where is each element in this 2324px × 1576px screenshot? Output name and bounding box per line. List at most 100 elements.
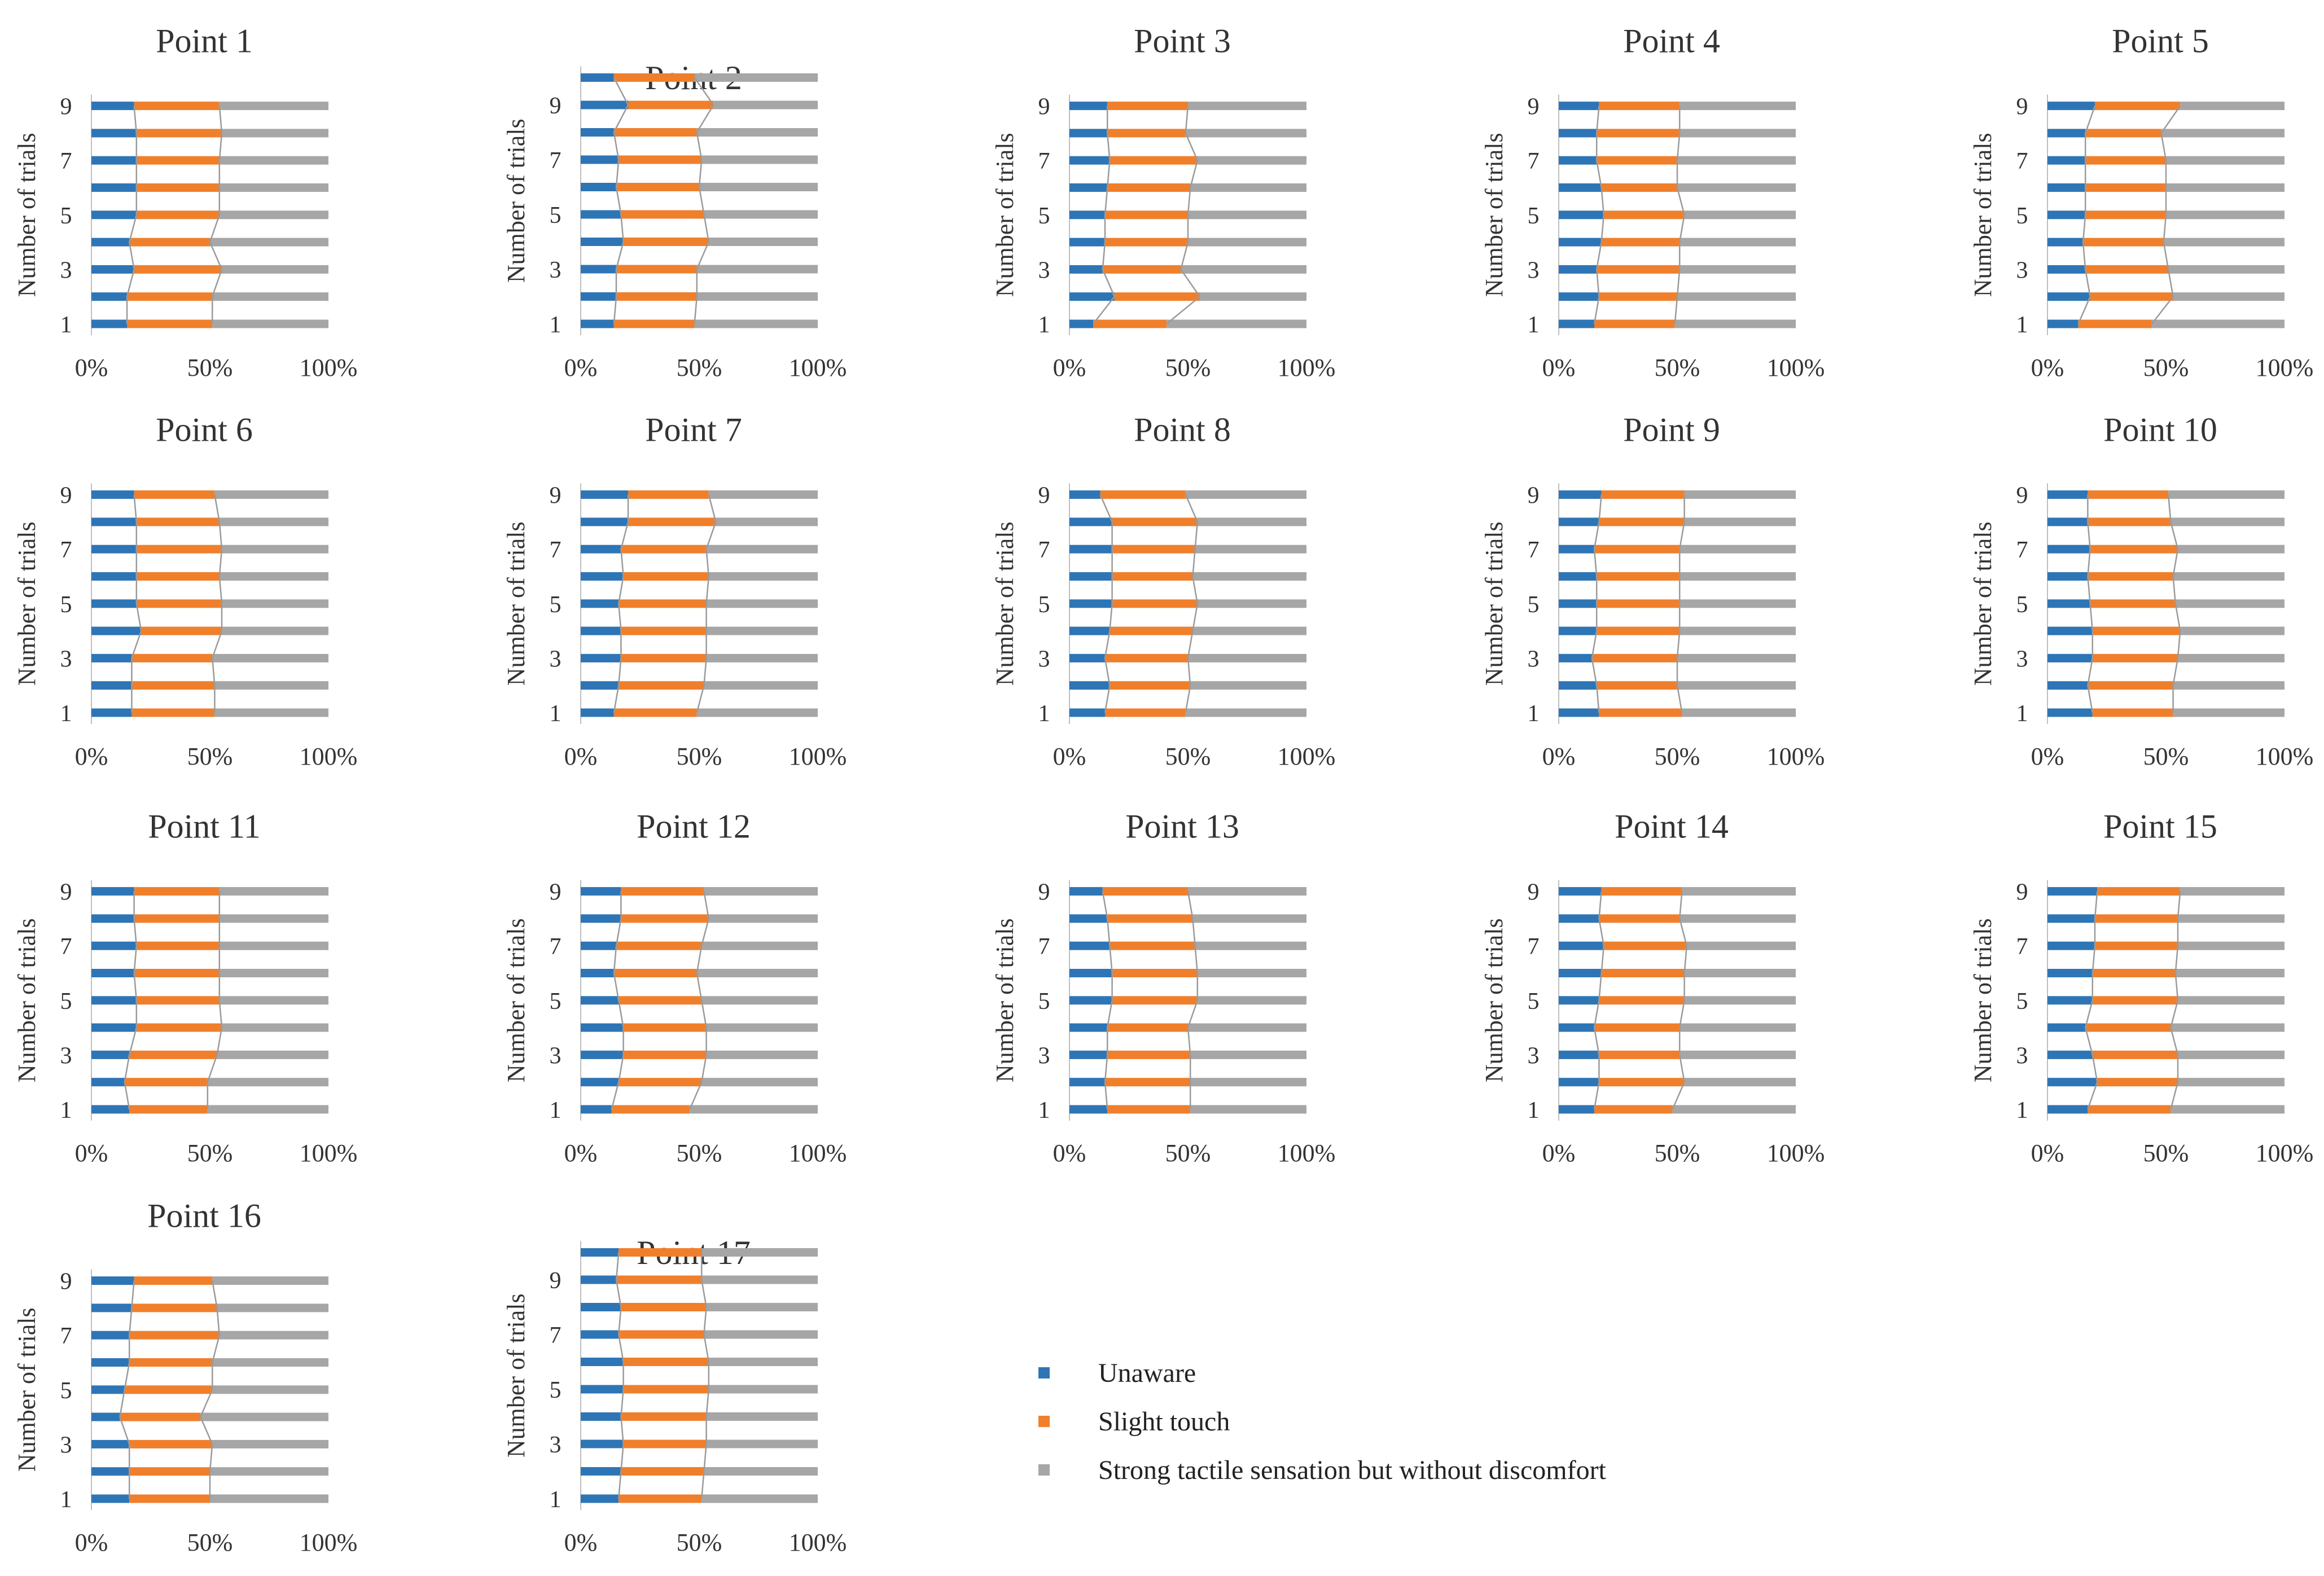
bar-strong: [1677, 292, 1796, 301]
bar-strong: [713, 100, 818, 109]
bar-strong: [210, 1467, 328, 1476]
bar-strong: [2166, 156, 2284, 165]
bar-unaware: [91, 102, 134, 111]
bar-slight-touch: [131, 653, 213, 662]
x-tick-label: 100%: [300, 743, 358, 770]
y-axis-label: Number of trials: [991, 133, 1019, 297]
bar-unaware: [2047, 102, 2095, 111]
bar-strong: [2173, 292, 2284, 301]
y-tick-label: 9: [60, 94, 72, 120]
bar-strong: [1185, 708, 1306, 717]
legend-swatch-slight-touch: [1038, 1416, 1050, 1427]
bar-strong: [704, 1330, 818, 1339]
bar-slight-touch: [1603, 210, 1685, 220]
bar-slight-touch: [623, 1439, 707, 1448]
x-tick-label: 0%: [75, 1139, 108, 1167]
x-tick-label: 100%: [2256, 354, 2314, 381]
bar-unaware: [1559, 887, 1602, 896]
bar-unaware: [1559, 572, 1597, 581]
bar-strong: [1680, 1023, 1796, 1032]
panel-9: Point 9 Number of trials 1 3 5 7 9 0% 50% 100%: [1480, 411, 1825, 770]
bar-strong: [219, 941, 328, 950]
y-tick-label: 3: [550, 257, 562, 283]
bar-slight-touch: [619, 996, 702, 1005]
y-axis-label: Number of trials: [1969, 918, 1997, 1082]
series-line-unaware: [615, 1252, 624, 1499]
bar-slight-touch: [2085, 1023, 2171, 1032]
bar-strong: [210, 238, 328, 247]
bar-unaware: [1559, 238, 1602, 247]
y-tick-label: 3: [550, 1043, 562, 1069]
bar-unaware: [1559, 265, 1597, 274]
bar-slight-touch: [621, 626, 707, 635]
y-axis-label: Number of trials: [991, 918, 1019, 1082]
bar-strong: [1680, 265, 1796, 274]
bar-slight-touch: [134, 102, 220, 111]
x-tick-label: 0%: [1542, 354, 1576, 381]
bar-strong: [2175, 599, 2284, 608]
panel-16: Point 16 Number of trials 1 3 5 7 9 0% 50% 100%: [13, 1197, 357, 1556]
bar-slight-touch: [1599, 996, 1685, 1005]
series-line-slight-touch: [207, 891, 223, 1109]
x-tick-label: 100%: [1767, 354, 1825, 381]
bar-unaware: [1559, 517, 1599, 526]
bar-strong: [2166, 210, 2284, 220]
bar-slight-touch: [1107, 102, 1188, 111]
bar-slight-touch: [2088, 490, 2169, 499]
bar-unaware: [581, 1330, 619, 1339]
bar-slight-touch: [134, 887, 220, 896]
bar-strong: [706, 1023, 818, 1032]
bar-unaware: [2047, 653, 2093, 662]
bar-strong: [217, 1050, 328, 1059]
series-line-unaware: [2084, 891, 2098, 1110]
y-tick-label: 7: [2016, 537, 2028, 563]
bar-unaware: [91, 1023, 137, 1032]
series-line-slight-touch: [2151, 105, 2181, 324]
bar-unaware: [2047, 183, 2086, 192]
y-tick-label: 7: [550, 1323, 562, 1349]
bar-strong: [706, 626, 818, 635]
y-axis-label: Number of trials: [991, 521, 1019, 686]
bar-slight-touch: [134, 490, 215, 499]
bar-slight-touch: [2090, 292, 2173, 301]
bar-strong: [219, 969, 328, 977]
bar-strong: [1192, 626, 1306, 635]
y-tick-label: 5: [1038, 203, 1050, 229]
bar-strong: [1181, 265, 1306, 274]
bar-slight-touch: [1110, 941, 1195, 950]
bar-strong: [706, 1303, 818, 1311]
y-tick-label: 9: [1038, 94, 1050, 120]
bar-unaware: [91, 708, 132, 717]
y-tick-label: 9: [550, 880, 562, 906]
bar-slight-touch: [129, 1050, 217, 1059]
y-tick-label: 5: [2016, 203, 2028, 229]
bar-unaware: [581, 708, 614, 717]
bar-strong: [200, 1412, 328, 1421]
y-tick-label: 5: [1528, 989, 1540, 1015]
panel-title: Point 16: [147, 1197, 261, 1235]
y-axis-label: Number of trials: [13, 133, 41, 297]
series-line-slight-touch: [1187, 891, 1199, 1109]
series-line-slight-touch: [199, 1280, 221, 1499]
y-tick-label: 9: [2016, 94, 2028, 120]
bar-strong: [706, 1050, 818, 1059]
bar-strong: [1677, 653, 1796, 662]
bar-unaware: [1069, 599, 1112, 608]
panel-title: Point 15: [2103, 808, 2217, 845]
panel-13: Point 13 Number of trials 1 3 5 7 9 0% 50% 100%: [991, 808, 1335, 1167]
bar-slight-touch: [1597, 129, 1680, 138]
series-line-unaware: [1093, 106, 1116, 324]
bar-slight-touch: [1093, 319, 1167, 328]
legend-item-unaware: Unaware: [1038, 1349, 1606, 1397]
y-tick-label: 9: [2016, 880, 2028, 906]
x-tick-label: 100%: [1767, 1139, 1825, 1167]
y-tick-label: 5: [60, 592, 72, 618]
bar-slight-touch: [623, 1050, 707, 1059]
bar-strong: [704, 681, 818, 690]
bar-slight-touch: [1112, 572, 1193, 581]
bar-slight-touch: [129, 1105, 208, 1114]
bar-strong: [704, 210, 818, 219]
y-tick-label: 7: [1528, 537, 1540, 563]
y-axis-label: Number of trials: [502, 521, 530, 686]
bar-unaware: [1069, 914, 1108, 923]
